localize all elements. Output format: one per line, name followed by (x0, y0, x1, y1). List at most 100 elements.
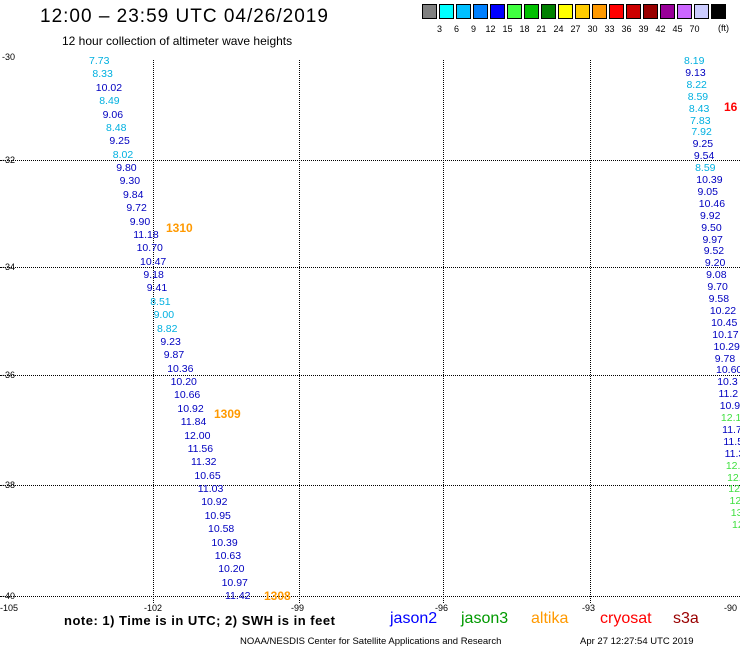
wave-height-label: 9.23 (160, 335, 181, 348)
graticule-lon-line (299, 60, 300, 603)
wave-height-label: 12.5 (725, 459, 740, 472)
wave-height-label: 9.50 (701, 221, 722, 234)
wave-height-label: 10.17 (712, 328, 739, 341)
wave-height-label: 11.84 (180, 416, 207, 429)
note-text: note: 1) Time is in UTC; 2) SWH is in fe… (64, 613, 336, 628)
wave-height-label: 12.7 (732, 519, 740, 532)
wave-height-label: 10.20 (218, 563, 245, 576)
wave-height-label: 10.02 (95, 81, 123, 94)
wave-height-label: 11.5 (723, 435, 740, 448)
wave-height-label: 10.9 (719, 400, 740, 413)
wave-height-label: 9.08 (706, 269, 727, 282)
wave-height-label: 9.25 (109, 135, 130, 148)
color-scale-unit: (ft) (718, 23, 729, 33)
color-scale-swatch (490, 4, 505, 19)
wave-height-label: 7.83 (690, 114, 711, 127)
wave-height-label: 9.90 (129, 215, 151, 228)
color-scale-label: 30 (587, 24, 598, 34)
wave-height-label: 8.33 (92, 68, 113, 81)
wave-height-label: 8.43 (688, 102, 710, 115)
wave-height-label: 12.6 (728, 483, 740, 496)
wave-height-label: 10.22 (709, 304, 737, 317)
lat-label: -32 (2, 155, 16, 165)
wave-height-label: 9.25 (692, 138, 714, 151)
wave-height-label: 9.78 (714, 352, 736, 365)
graticule-lat-line (0, 375, 740, 376)
wave-height-label: 7.92 (691, 126, 712, 139)
color-scale-swatch (558, 4, 573, 19)
legend-jason2: jason2 (390, 610, 438, 627)
lat-label: -38 (2, 480, 16, 490)
color-scale-label: 6 (453, 24, 459, 34)
wave-height-label: 10.70 (136, 242, 163, 255)
color-scale-swatch (524, 4, 539, 19)
color-scale-label: 12 (485, 24, 496, 34)
wave-height-label: 10.39 (211, 536, 238, 549)
color-scale-label: 21 (536, 24, 547, 34)
graticule-lon-line (443, 60, 444, 603)
color-scale-swatch (626, 4, 641, 19)
wave-height-label: 8.51 (150, 295, 171, 308)
wave-height-label: 9.30 (119, 175, 141, 188)
wave-height-label: 12.00 (184, 429, 211, 442)
graticule-lon-line (153, 60, 154, 603)
wave-height-label: 10.95 (204, 509, 231, 522)
wave-height-label: 9.58 (708, 293, 730, 305)
color-scale-swatch (507, 4, 522, 19)
wave-height-label: 9.84 (123, 188, 144, 201)
color-scale-swatch (643, 4, 658, 19)
wave-height-label: 9.70 (707, 281, 728, 294)
wave-height-label: 11.7 (722, 423, 740, 436)
wave-height-label: 11.42 (225, 590, 251, 602)
wave-height-label: 8.49 (99, 95, 120, 108)
color-scale-swatch (541, 4, 556, 19)
wave-height-label: 9.92 (700, 209, 721, 222)
wave-height-label: 9.20 (704, 257, 726, 270)
lat-label: -40 (2, 591, 16, 601)
wave-height-label: 11.2 (718, 388, 739, 401)
color-scale-label: 45 (672, 24, 683, 34)
color-scale-swatch (677, 4, 692, 19)
lat-label: -30 (2, 52, 16, 62)
wave-height-label: 10.97 (221, 576, 248, 589)
wave-height-label: 8.19 (684, 55, 705, 67)
wave-height-label: 9.54 (693, 150, 715, 163)
page-subtitle: 12 hour collection of altimeter wave hei… (62, 34, 293, 48)
color-scale-swatch (473, 4, 488, 19)
wave-height-label: 10.47 (140, 255, 167, 268)
color-scale-label: 39 (638, 24, 649, 34)
color-scale-swatch (694, 4, 709, 19)
color-scale-label: 42 (655, 24, 666, 34)
color-scale-label: 33 (604, 24, 615, 34)
wave-height-label: 11.3 (724, 447, 740, 460)
wave-height-label: 13.0 (730, 507, 740, 520)
wave-height-label: 10.92 (177, 402, 204, 415)
wave-height-label: 11.03 (197, 483, 224, 495)
page-title: 12:00 – 23:59 UTC 04/26/2019 (40, 6, 329, 27)
color-scale-swatch (575, 4, 590, 19)
wave-height-label: 10.60 (716, 364, 740, 377)
wave-height-label: 10.58 (208, 523, 235, 536)
color-scale-swatch (660, 4, 675, 19)
wave-height-label: 12.8 (727, 471, 740, 484)
pass-time-label: 1308 (264, 589, 291, 603)
wave-height-label: 9.72 (126, 202, 147, 215)
legend-s3a: s3a (673, 610, 699, 627)
lon-label: -105 (0, 603, 19, 613)
lon-label: -96 (435, 603, 449, 613)
graticule-lat-line (0, 267, 740, 268)
footer-timestamp: Apr 27 12:27:54 UTC 2019 (580, 636, 694, 647)
lat-label: -34 (2, 262, 16, 272)
wave-height-label: 10.29 (713, 340, 740, 353)
wave-height-label: 9.87 (163, 349, 185, 362)
wave-height-label: 10.36 (167, 362, 194, 375)
wave-height-label: 9.80 (116, 162, 137, 174)
pass-time-label: 1309 (214, 407, 241, 421)
wave-height-label: 8.22 (686, 78, 707, 91)
pass-time-label: 1310 (166, 221, 193, 235)
color-scale-swatch (456, 4, 471, 19)
lon-label: -102 (144, 603, 163, 613)
wave-height-label: 9.18 (143, 269, 164, 281)
wave-height-label: 9.97 (702, 233, 723, 246)
